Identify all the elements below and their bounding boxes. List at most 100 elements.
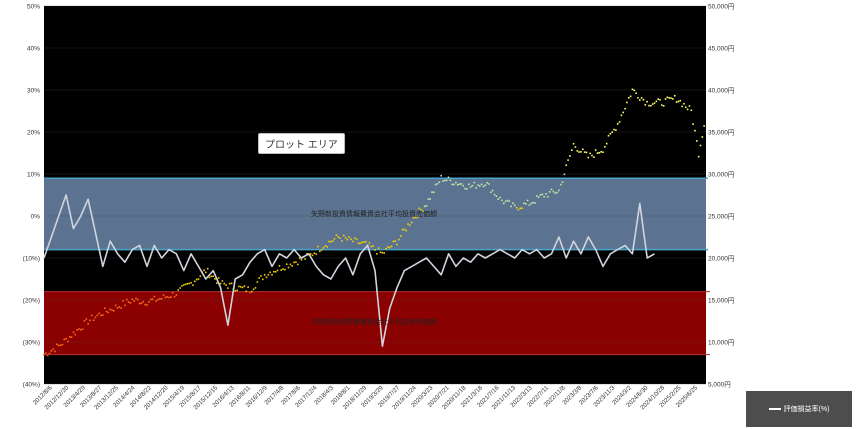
price-dot [245,290,248,293]
price-dot [416,216,419,219]
price-dot [65,337,67,340]
price-dot [513,204,516,207]
price-dot [477,184,479,187]
pct-series-line [43,194,655,347]
price-dot [690,109,693,112]
price-dot [205,271,207,274]
price-dot [493,193,496,196]
price-dot [550,188,553,191]
price-dot [241,286,244,289]
price-dot [284,268,286,271]
lower-band-label: 矢野新投資情報費資会社平均投資売価額 [311,317,437,326]
price-dot [221,280,224,282]
price-dot [170,296,172,298]
price-dot [479,185,481,187]
price-dot [543,195,545,198]
price-dot [296,263,299,266]
y-right-tick-label: 50,000円 [708,3,734,11]
price-dot [313,252,316,255]
price-dot [548,191,551,193]
price-dot [587,156,590,159]
price-dot [534,202,536,204]
price-dot [405,229,408,232]
price-dot [593,156,595,158]
price-dot [482,185,485,188]
price-dot [602,151,604,153]
price-dot [390,245,393,248]
price-dot [398,238,400,241]
price-dot [216,282,218,284]
price-dot [227,287,229,289]
price-dot [228,282,231,285]
price-dot [699,144,702,147]
price-dot [396,243,398,246]
price-dot [181,285,183,287]
price-dot [59,344,62,347]
price-dot [140,302,143,304]
price-dot [293,261,295,264]
price-dot [328,240,330,243]
price-dot [83,320,86,322]
price-dot [333,237,336,240]
price-dot [526,199,529,202]
price-dot [247,286,249,288]
y-left-tick-label: (30%) [23,340,40,347]
price-dot [377,247,380,249]
price-dot [98,312,100,315]
price-dot [249,291,251,294]
price-dot [486,181,488,184]
price-dot [490,191,492,194]
price-dot [250,290,253,293]
price-dot [407,223,409,225]
price-dot [672,98,674,100]
price-dot [210,275,213,278]
price-dot [495,195,498,197]
price-dot [260,275,262,277]
price-dot [273,270,275,273]
price-dot [580,151,582,153]
price-dot [637,97,639,99]
price-dot [184,283,187,286]
price-dot [383,252,385,254]
price-dot [433,191,435,194]
price-dot [353,237,356,239]
y-right-tick-label: 40,000円 [708,87,734,95]
price-dot [484,184,487,187]
price-dot [182,284,185,286]
price-dot [179,287,181,289]
price-dot [648,104,650,107]
y-left-tick-label: (40%) [23,382,40,389]
price-dot [604,145,606,148]
price-dot [541,193,544,196]
price-dot [230,282,233,285]
price-dot [545,193,547,195]
price-dot [697,155,700,158]
price-dot [359,242,362,245]
price-dot [425,204,428,207]
price-dot [124,304,126,307]
price-dot [510,205,512,208]
price-dot [263,274,266,276]
price-dot [469,186,472,188]
y-left-tick-label: 20% [27,130,40,137]
price-dot [445,179,448,182]
price-dot [431,191,433,193]
price-dot [451,183,454,186]
price-dot [111,309,113,312]
price-dot [243,285,246,287]
price-dot [589,152,591,155]
y-right-tick-label: 20,000円 [708,255,734,263]
price-dot [547,195,549,198]
price-dot [640,97,643,99]
price-dot [515,206,518,209]
price-dot [567,159,569,161]
price-dot [164,296,167,299]
price-dot [661,104,663,106]
price-dot [45,352,47,354]
price-dot [159,297,161,300]
price-dot [48,352,51,355]
y-right-tick-label: 25,000円 [708,213,734,221]
price-dot [81,328,84,330]
price-dot [583,151,586,153]
price-dot [501,199,503,202]
